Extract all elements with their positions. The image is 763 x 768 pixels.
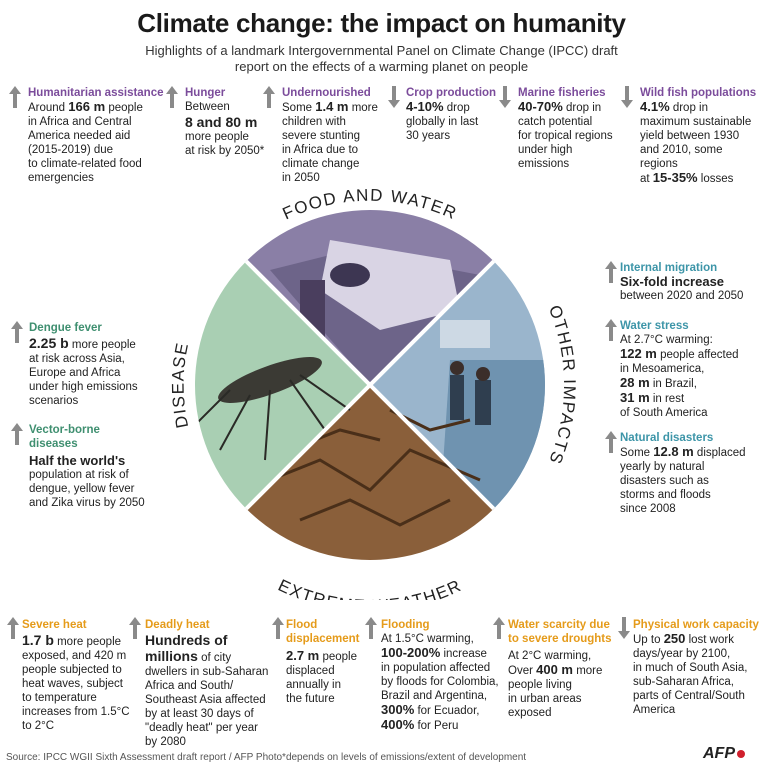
up-arrow-icon [10,423,24,445]
page-subtitle: Highlights of a landmark Intergovernment… [145,43,618,74]
up-arrow-icon [604,261,618,283]
undernourished-heading: Undernourished [282,87,371,99]
undernourished-block: Undernourished Some 1.4 m more children … [282,86,387,185]
dengue-heading: Dengue fever [29,322,102,334]
up-arrow-icon [364,617,378,639]
deadly-heat-heading: Deadly heat [145,619,210,631]
flood-displacement-heading: Flood [286,619,318,631]
severe-heat-heading: Severe heat [22,619,87,631]
up-arrow-icon [8,86,22,108]
deadly-heat-block: Deadly heat Hundreds of millions of city… [145,618,273,749]
down-arrow-icon [498,86,512,108]
natural-disasters-block: Natural disasters Some 12.8 m displaced … [620,431,760,516]
water-stress-heading: Water stress [620,320,689,332]
up-arrow-icon [165,86,179,108]
vector-borne-heading: Vector-borne [29,424,100,436]
footer-source: Source: IPCC WGII Sixth Assessment draft… [6,752,527,763]
work-capacity-block: Physical work capacity Up to 250 lost wo… [633,618,761,717]
hunger-heading: Hunger [185,87,226,99]
work-capacity-heading: Physical work capacity [633,619,759,631]
up-arrow-icon [128,617,142,639]
up-arrow-icon [10,321,24,343]
other-impacts-label: OTHER IMPACTS [545,303,579,468]
crop-heading: Crop production [406,87,497,99]
marine-block: Marine fisheries 40-70% drop in catch po… [518,86,628,171]
flood-displacement-block: Flood displacement 2.7 m people displace… [286,618,366,706]
water-scarcity-heading: Water scarcity due [508,619,610,631]
up-arrow-icon [271,617,285,639]
water-scarcity-block: Water scarcity due to severe droughts At… [508,618,618,720]
up-arrow-icon [604,319,618,341]
dengue-block: Dengue fever 2.25 b more people at risk … [29,321,159,408]
afp-logo: AFP [703,745,745,763]
hunger-block: Hunger Between 8 and 80 m more people at… [185,86,270,158]
severe-heat-block: Severe heat 1.7 b more people exposed, a… [22,618,142,733]
down-arrow-icon [617,617,631,639]
vector-borne-block: Vector-borne diseases Half the world's p… [29,423,164,510]
up-arrow-icon [262,86,276,108]
down-arrow-icon [620,86,634,108]
up-arrow-icon [492,617,506,639]
migration-block: Internal migration Six-fold increase bet… [620,261,760,303]
afp-dot-icon [737,750,745,758]
wild-fish-block: Wild fish populations 4.1% drop in maxim… [640,86,760,186]
humanitarian-heading: Humanitarian assistance [28,87,164,99]
migration-heading: Internal migration [620,262,718,274]
up-arrow-icon [6,617,20,639]
up-arrow-icon [604,431,618,453]
disease-label: DISEASE [169,340,193,429]
extreme-weather-label: EXTREME WEATHER [275,576,465,600]
natural-disasters-heading: Natural disasters [620,432,714,444]
flooding-block: Flooding At 1.5°C warming, 100-200% incr… [381,618,506,733]
page-title: Climate change: the impact on humanity [137,8,626,38]
water-stress-block: Water stress At 2.7°C warming: 122 m peo… [620,319,760,420]
down-arrow-icon [387,86,401,108]
flooding-heading: Flooding [381,619,430,631]
crop-block: Crop production 4-10% drop globally in l… [406,86,506,143]
impact-wheel: FOOD AND WATER EXTREME WEATHER OTHER IMP… [169,186,579,600]
marine-heading: Marine fisheries [518,87,606,99]
wild-fish-heading: Wild fish populations [640,87,757,99]
humanitarian-block: Humanitarian assistance Around 166 m peo… [28,86,168,185]
